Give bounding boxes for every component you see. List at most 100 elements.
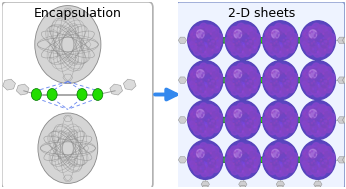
Circle shape (249, 124, 257, 133)
Circle shape (236, 113, 249, 127)
Circle shape (304, 34, 312, 43)
Circle shape (286, 151, 294, 160)
Circle shape (309, 66, 316, 75)
Circle shape (316, 38, 320, 43)
Circle shape (229, 85, 230, 87)
Circle shape (209, 123, 210, 124)
Circle shape (197, 109, 204, 118)
Circle shape (230, 26, 255, 54)
Circle shape (229, 83, 236, 91)
Circle shape (210, 33, 211, 34)
Circle shape (243, 125, 244, 126)
Circle shape (242, 79, 244, 81)
Circle shape (199, 73, 212, 87)
Circle shape (271, 160, 272, 161)
Circle shape (329, 86, 330, 88)
Circle shape (285, 162, 286, 163)
Circle shape (201, 36, 210, 45)
Circle shape (193, 27, 217, 54)
Circle shape (216, 72, 217, 73)
Circle shape (303, 33, 311, 41)
Circle shape (244, 113, 245, 114)
Circle shape (202, 116, 203, 117)
Circle shape (199, 118, 200, 119)
Circle shape (304, 144, 332, 175)
Circle shape (324, 41, 325, 42)
Circle shape (236, 28, 244, 37)
Circle shape (196, 172, 197, 173)
Circle shape (268, 66, 276, 75)
Circle shape (312, 114, 324, 126)
Circle shape (192, 65, 219, 95)
Circle shape (272, 150, 289, 169)
Circle shape (199, 84, 200, 85)
Circle shape (277, 76, 278, 77)
Circle shape (254, 34, 255, 35)
Circle shape (268, 106, 276, 115)
Circle shape (230, 146, 255, 174)
Circle shape (274, 33, 287, 47)
Circle shape (316, 118, 320, 122)
Circle shape (193, 146, 218, 174)
Circle shape (308, 84, 309, 85)
Circle shape (203, 152, 204, 153)
Circle shape (284, 123, 285, 124)
Circle shape (206, 152, 207, 153)
Circle shape (212, 159, 213, 160)
Circle shape (229, 46, 230, 47)
Circle shape (191, 33, 199, 41)
Circle shape (309, 110, 327, 130)
Circle shape (236, 122, 237, 123)
Circle shape (325, 124, 326, 125)
Circle shape (199, 71, 200, 72)
Circle shape (239, 75, 247, 85)
Circle shape (311, 108, 319, 117)
Circle shape (199, 166, 206, 174)
Circle shape (260, 157, 265, 163)
Circle shape (243, 88, 251, 96)
Circle shape (237, 34, 248, 46)
Circle shape (315, 156, 321, 164)
Circle shape (263, 101, 297, 139)
Circle shape (325, 159, 333, 168)
Circle shape (291, 154, 292, 155)
Circle shape (238, 128, 246, 137)
Circle shape (306, 77, 307, 78)
Circle shape (315, 131, 316, 132)
Polygon shape (239, 186, 247, 189)
Circle shape (200, 154, 210, 165)
Circle shape (193, 106, 201, 115)
Circle shape (202, 36, 209, 44)
Circle shape (280, 91, 281, 92)
Circle shape (292, 80, 293, 81)
Circle shape (203, 138, 208, 144)
Circle shape (322, 162, 323, 163)
Circle shape (271, 132, 272, 133)
Circle shape (302, 22, 334, 58)
Circle shape (278, 131, 279, 132)
Circle shape (252, 46, 253, 47)
Circle shape (274, 122, 275, 123)
Circle shape (278, 91, 279, 92)
Circle shape (291, 77, 292, 78)
Circle shape (285, 153, 286, 154)
Circle shape (248, 67, 256, 75)
Circle shape (222, 77, 228, 83)
Circle shape (317, 156, 325, 164)
Circle shape (236, 68, 244, 77)
Circle shape (288, 42, 289, 43)
Circle shape (277, 116, 278, 117)
Circle shape (319, 145, 327, 153)
Circle shape (311, 122, 312, 123)
Circle shape (242, 119, 244, 121)
Circle shape (311, 166, 319, 174)
Circle shape (227, 109, 235, 118)
Circle shape (240, 168, 241, 169)
Circle shape (234, 149, 242, 158)
Circle shape (226, 101, 260, 139)
Circle shape (287, 81, 288, 82)
Circle shape (323, 46, 324, 48)
Polygon shape (343, 156, 346, 163)
Circle shape (275, 158, 276, 159)
Circle shape (330, 116, 331, 117)
